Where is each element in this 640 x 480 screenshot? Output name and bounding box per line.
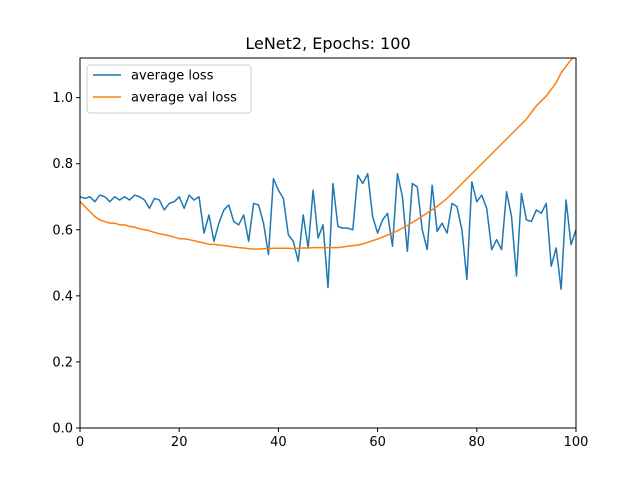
x-tick-label: 80 [469,435,486,450]
legend-label: average val loss [131,91,237,106]
x-tick-label: 100 [564,435,589,450]
y-axis: 0.0 0.2 0.4 0.6 0.8 1.0 [52,91,80,437]
x-tick-label: 0 [76,435,84,450]
y-tick-label: 0.2 [52,355,73,370]
y-tick-label: 0.6 [52,223,73,238]
y-tick-label: 1.0 [52,91,73,106]
x-tick-label: 20 [171,435,188,450]
series-layer [80,58,576,290]
y-tick-label: 0.0 [52,422,73,437]
chart-title: LeNet2, Epochs: 100 [245,34,410,53]
y-tick-label: 0.4 [52,289,73,304]
legend-label: average loss [131,69,214,84]
legend: average loss average val loss [86,64,252,114]
x-axis: 0 20 40 60 80 100 [76,428,589,450]
legend-box [86,64,252,114]
x-tick-label: 40 [270,435,287,450]
plot-frame [79,57,577,429]
series-line-average-val-loss [80,58,575,250]
y-tick-label: 0.8 [52,157,73,172]
x-tick-label: 60 [369,435,386,450]
series-line-average-loss [80,172,576,290]
